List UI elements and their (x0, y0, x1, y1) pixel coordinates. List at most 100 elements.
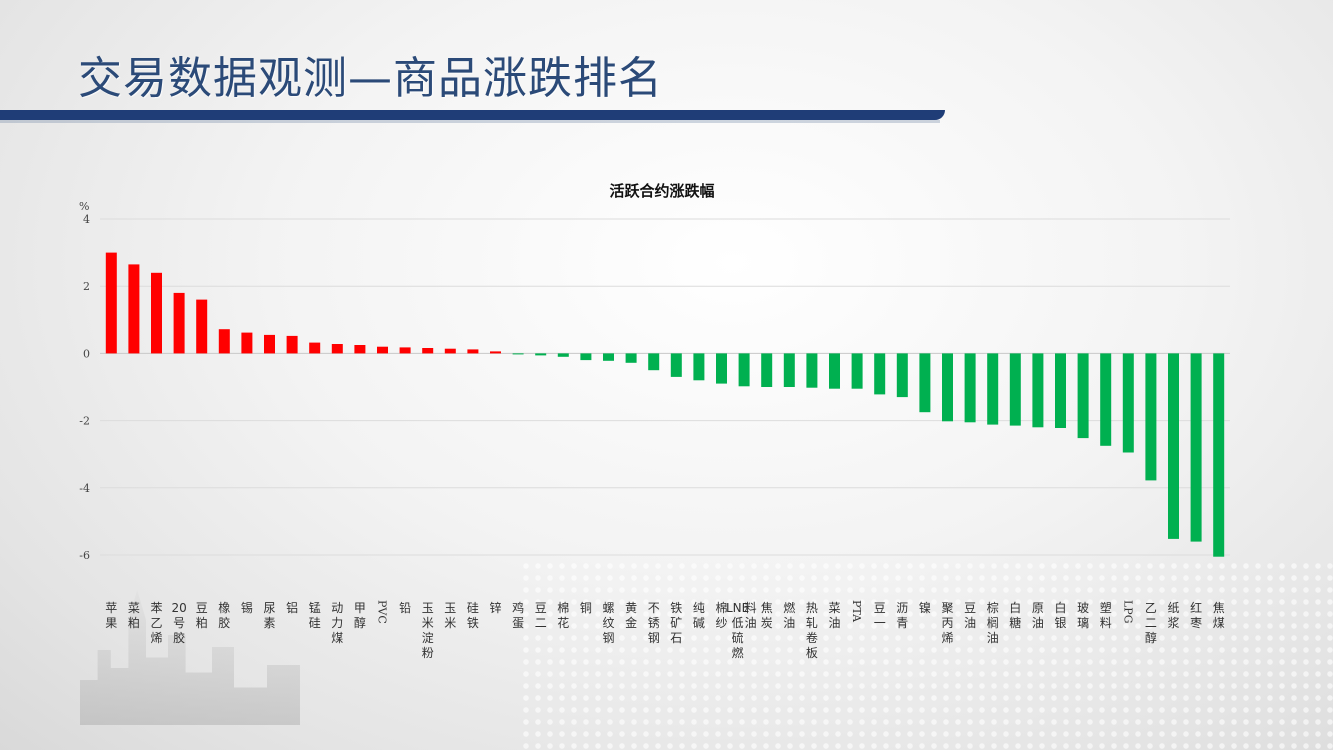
bar (286, 335, 298, 354)
category-label: 黄金 (625, 601, 637, 630)
category-label: 铝 (286, 600, 298, 615)
bar (1009, 353, 1021, 426)
category-label: 棕榈油 (987, 600, 999, 645)
y-tick-label: -6 (79, 549, 90, 562)
bar (512, 353, 524, 355)
category-label: 聚丙烯 (941, 601, 953, 645)
bar (580, 353, 592, 361)
bar (1190, 353, 1202, 542)
bar (1145, 353, 1157, 481)
category-label: 塑料 (1100, 600, 1112, 630)
category-label: 乙二醇 (1145, 601, 1157, 645)
bar (670, 353, 682, 377)
y-axis-unit: % (79, 200, 89, 213)
bar (783, 353, 795, 387)
category-label: 动力煤 (331, 601, 343, 645)
category-label: 苹果 (105, 601, 117, 630)
category-label: LPG (1121, 600, 1134, 624)
category-label: 棉花 (557, 601, 569, 630)
category-label: 橡胶 (218, 601, 230, 630)
bar (896, 353, 908, 398)
bar (1100, 353, 1112, 446)
bar (196, 299, 208, 354)
bar (151, 272, 162, 354)
bar (173, 292, 185, 354)
category-label: 螺纹钢 (602, 601, 614, 645)
y-tick-label: 2 (83, 280, 90, 293)
category-label: 不锈钢 (648, 601, 660, 645)
bar (829, 353, 840, 389)
bar (467, 349, 479, 354)
chart-title: 活跃合约涨跌幅 (609, 182, 714, 200)
bar (535, 353, 547, 356)
category-label: 20 号胶 (171, 601, 186, 645)
category-label: 焦煤 (1213, 601, 1225, 630)
category-label: 尿素 (263, 601, 275, 630)
category-label: 豆油 (964, 601, 976, 630)
bar (422, 348, 434, 354)
category-label: 铁矿石 (670, 601, 682, 645)
y-tick-label: 0 (83, 347, 90, 360)
category-label: 菜油 (828, 601, 840, 630)
category-label: 焦炭 (761, 601, 773, 630)
bar (331, 344, 343, 354)
bar (128, 264, 140, 354)
bar (625, 353, 637, 363)
title-underline-bar (0, 110, 945, 120)
category-label: 锰硅 (309, 600, 321, 630)
bar (1077, 353, 1089, 439)
bar (648, 353, 660, 371)
category-label: 沥青 (896, 601, 908, 630)
bar (557, 353, 569, 357)
category-label: PTA (850, 600, 863, 623)
y-tick-label: -4 (79, 482, 90, 495)
bar (241, 332, 253, 354)
bar (490, 351, 501, 354)
category-label: 燃油 (783, 600, 795, 630)
category-label: LNE 低硫燃料油 (726, 601, 757, 660)
category-label: 铜 (580, 600, 592, 615)
category-label: 豆二 (535, 601, 547, 630)
category-label: 红枣 (1190, 600, 1202, 630)
category-label: 豆一 (874, 601, 886, 630)
bar (693, 353, 705, 381)
bar (603, 353, 614, 361)
bar (716, 353, 727, 384)
y-tick-label: -2 (79, 415, 90, 428)
bar (851, 353, 863, 389)
bars (105, 252, 1225, 557)
category-label: 纯碱 (693, 601, 705, 630)
bar (1168, 353, 1179, 539)
category-label: 玉米淀粉 (422, 601, 434, 660)
bar (1122, 353, 1134, 453)
bar (1055, 353, 1066, 428)
bar (444, 348, 456, 354)
bar (309, 342, 321, 354)
bar (987, 353, 999, 425)
y-tick-label: 4 (83, 213, 90, 226)
category-label: 铅 (399, 601, 411, 615)
bar (1213, 353, 1225, 557)
bar (874, 353, 886, 395)
bar (806, 353, 818, 388)
category-label: 玻璃 (1077, 601, 1089, 630)
category-label: 苯乙烯 (150, 601, 162, 645)
bar (264, 334, 275, 354)
category-label: 豆粕 (196, 601, 208, 630)
title-underline-shadow (0, 120, 940, 123)
bar (1032, 353, 1044, 428)
category-label: 菜粕 (128, 601, 140, 630)
category-label: 棉纱 (715, 601, 727, 630)
category-label: PVC (376, 600, 389, 624)
category-label: 热轧卷板 (806, 601, 818, 660)
bar (354, 345, 366, 354)
decorative-dot-pattern (520, 560, 1333, 750)
category-label: 镍 (919, 601, 931, 615)
bar (942, 353, 953, 422)
bar (105, 252, 117, 354)
category-label: 硅铁 (467, 601, 479, 630)
category-labels: 苹果菜粕苯乙烯 20 号胶豆粕橡胶锡 尿素铝 锰硅动力煤甲醇 PVC 铅玉米淀粉玉米硅铁锌鸡… (105, 600, 1224, 660)
bar (218, 329, 230, 354)
bar (399, 347, 411, 354)
